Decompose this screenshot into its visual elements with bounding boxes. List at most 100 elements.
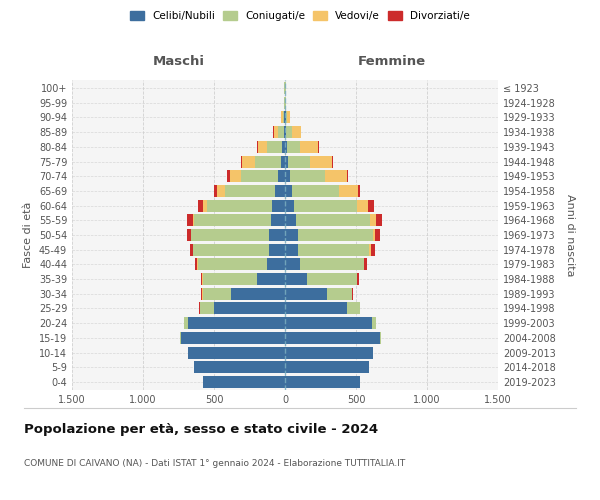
- Bar: [286, 126, 292, 138]
- Bar: [191, 229, 269, 241]
- Bar: [285, 200, 294, 211]
- Bar: [325, 170, 347, 182]
- Bar: [194, 361, 285, 374]
- Bar: [282, 141, 285, 153]
- Bar: [190, 244, 193, 256]
- Bar: [257, 273, 285, 285]
- Bar: [285, 317, 371, 329]
- Bar: [340, 185, 358, 197]
- Bar: [242, 156, 255, 168]
- Y-axis label: Fasce di età: Fasce di età: [23, 202, 33, 268]
- Bar: [371, 244, 375, 256]
- Bar: [230, 170, 241, 182]
- Bar: [269, 229, 285, 241]
- Bar: [188, 346, 285, 358]
- Bar: [197, 258, 267, 270]
- Bar: [285, 170, 290, 182]
- Bar: [180, 332, 181, 344]
- Bar: [214, 302, 285, 314]
- Bar: [217, 185, 226, 197]
- Bar: [364, 258, 367, 270]
- Bar: [241, 170, 278, 182]
- Bar: [371, 317, 376, 329]
- Bar: [203, 376, 285, 388]
- Bar: [288, 156, 310, 168]
- Bar: [332, 156, 333, 168]
- Bar: [203, 273, 257, 285]
- Bar: [347, 302, 359, 314]
- Bar: [370, 214, 376, 226]
- Bar: [285, 214, 296, 226]
- Bar: [298, 244, 370, 256]
- Bar: [197, 200, 203, 211]
- Y-axis label: Anni di nascita: Anni di nascita: [565, 194, 575, 276]
- Bar: [226, 185, 275, 197]
- Bar: [207, 200, 272, 211]
- Bar: [285, 346, 373, 358]
- Bar: [286, 112, 287, 124]
- Bar: [380, 332, 381, 344]
- Bar: [285, 302, 347, 314]
- Bar: [267, 258, 285, 270]
- Bar: [281, 112, 283, 124]
- Bar: [310, 156, 332, 168]
- Bar: [281, 156, 285, 168]
- Bar: [327, 288, 352, 300]
- Bar: [358, 185, 360, 197]
- Bar: [285, 141, 287, 153]
- Bar: [294, 200, 358, 211]
- Bar: [370, 244, 371, 256]
- Bar: [285, 185, 292, 197]
- Bar: [292, 185, 340, 197]
- Bar: [193, 244, 269, 256]
- Bar: [285, 156, 288, 168]
- Bar: [184, 317, 188, 329]
- Bar: [285, 332, 380, 344]
- Bar: [274, 126, 278, 138]
- Bar: [292, 126, 301, 138]
- Bar: [373, 229, 375, 241]
- Bar: [285, 361, 369, 374]
- Bar: [275, 185, 285, 197]
- Bar: [241, 156, 242, 168]
- Bar: [203, 288, 231, 300]
- Bar: [187, 229, 191, 241]
- Bar: [255, 156, 281, 168]
- Bar: [278, 126, 284, 138]
- Bar: [200, 302, 214, 314]
- Bar: [231, 288, 285, 300]
- Bar: [290, 170, 325, 182]
- Bar: [285, 126, 286, 138]
- Bar: [278, 170, 285, 182]
- Bar: [296, 214, 370, 226]
- Bar: [285, 376, 359, 388]
- Bar: [269, 244, 285, 256]
- Bar: [187, 214, 193, 226]
- Bar: [284, 112, 285, 124]
- Bar: [181, 332, 285, 344]
- Bar: [357, 273, 359, 285]
- Bar: [194, 214, 271, 226]
- Bar: [201, 273, 202, 285]
- Bar: [285, 273, 307, 285]
- Bar: [285, 288, 327, 300]
- Bar: [352, 288, 353, 300]
- Bar: [266, 141, 282, 153]
- Bar: [285, 244, 298, 256]
- Text: COMUNE DI CAIVANO (NA) - Dati ISTAT 1° gennaio 2024 - Elaborazione TUTTITALIA.IT: COMUNE DI CAIVANO (NA) - Dati ISTAT 1° g…: [24, 459, 405, 468]
- Bar: [214, 185, 217, 197]
- Bar: [307, 273, 357, 285]
- Text: Femmine: Femmine: [358, 54, 425, 68]
- Bar: [298, 229, 373, 241]
- Legend: Celibi/Nubili, Coniugati/e, Vedovi/e, Divorziati/e: Celibi/Nubili, Coniugati/e, Vedovi/e, Di…: [127, 8, 473, 24]
- Bar: [368, 200, 374, 211]
- Bar: [195, 258, 197, 270]
- Bar: [300, 141, 318, 153]
- Text: Maschi: Maschi: [152, 54, 205, 68]
- Bar: [375, 229, 380, 241]
- Text: Popolazione per età, sesso e stato civile - 2024: Popolazione per età, sesso e stato civil…: [24, 422, 378, 436]
- Bar: [300, 258, 364, 270]
- Bar: [258, 141, 266, 153]
- Bar: [283, 112, 284, 124]
- Bar: [284, 126, 285, 138]
